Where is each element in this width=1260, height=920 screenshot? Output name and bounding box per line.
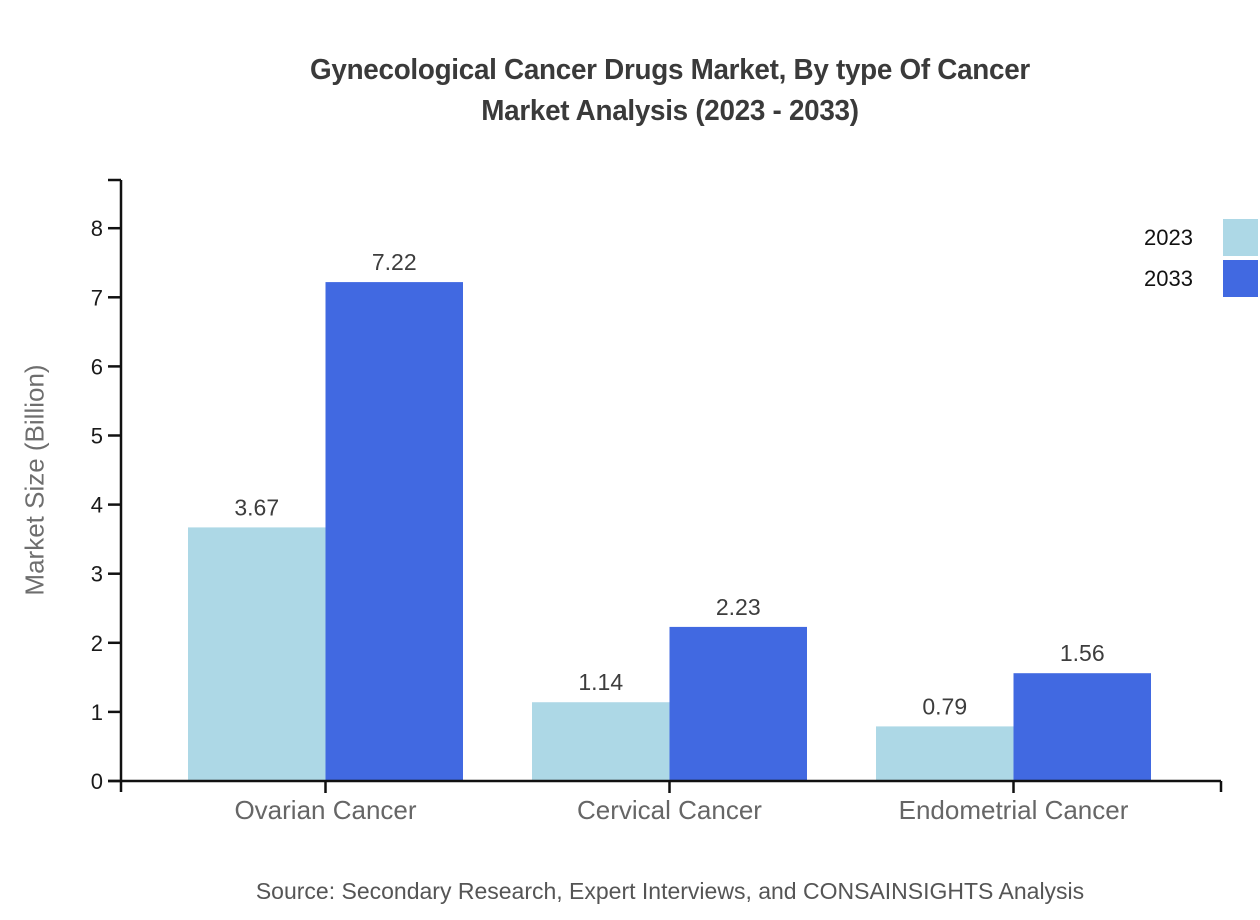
- bar-2033-endometrial-cancer: [1013, 673, 1151, 781]
- value-label-2033-endometrial-cancer: 1.56: [1060, 640, 1105, 666]
- legend-label-2023: 2023: [1144, 225, 1193, 250]
- value-label-2023-cervical-cancer: 1.14: [578, 669, 623, 695]
- y-tick-label: 1: [91, 700, 103, 725]
- bar-2023-ovarian-cancer: [188, 527, 326, 781]
- y-tick-label: 3: [91, 562, 103, 587]
- y-tick-label: 4: [91, 493, 103, 518]
- legend: 2023 2033: [1144, 219, 1258, 297]
- value-label-2033-cervical-cancer: 2.23: [716, 594, 761, 620]
- bar-2023-cervical-cancer: [532, 702, 670, 781]
- value-label-2023-ovarian-cancer: 3.67: [234, 494, 279, 520]
- bar-2033-cervical-cancer: [669, 626, 807, 781]
- x-category-label-ovarian-cancer: Ovarian Cancer: [234, 795, 416, 825]
- value-label-2023-endometrial-cancer: 0.79: [922, 693, 967, 719]
- chart-title-line-2: Market Analysis (2023 - 2033): [481, 95, 859, 127]
- y-tick-label: 7: [91, 285, 103, 310]
- x-category-label-cervical-cancer: Cervical Cancer: [577, 795, 762, 825]
- legend-swatch-2023: [1223, 219, 1258, 256]
- chart-title: Gynecological Cancer Drugs Market, By ty…: [142, 50, 1198, 132]
- x-category-label-endometrial-cancer: Endometrial Cancer: [899, 795, 1129, 825]
- y-tick-label: 2: [91, 631, 103, 656]
- legend-row-2033: 2033: [1144, 260, 1258, 297]
- y-tick-label: 8: [91, 216, 103, 241]
- value-label-2033-ovarian-cancer: 7.22: [372, 249, 417, 275]
- chart-title-line-1: Gynecological Cancer Drugs Market, By ty…: [310, 54, 1030, 86]
- legend-label-2033: 2033: [1144, 266, 1193, 291]
- y-tick-label: 6: [91, 354, 103, 379]
- bar-2033-ovarian-cancer: [325, 282, 463, 781]
- source-note: Source: Secondary Research, Expert Inter…: [255, 878, 1085, 904]
- y-tick-label: 0: [91, 769, 103, 794]
- legend-swatch-2033: [1223, 260, 1258, 297]
- y-tick-label: 5: [91, 424, 103, 449]
- legend-row-2023: 2023: [1144, 219, 1258, 256]
- bar-2023-endometrial-cancer: [876, 726, 1014, 781]
